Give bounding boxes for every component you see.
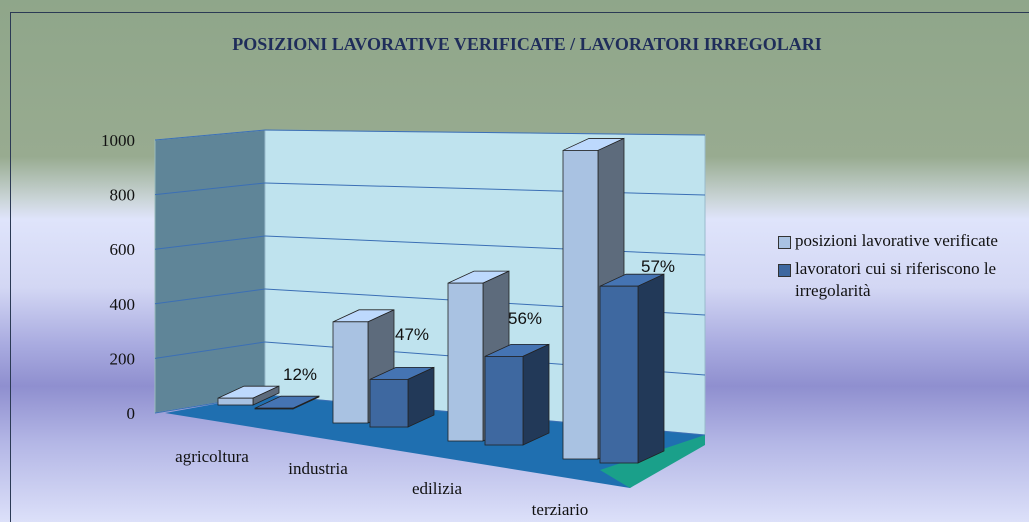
legend-label: lavoratori cui si riferiscono le irregol… [795, 259, 997, 300]
bar [484, 356, 524, 446]
grid-line [154, 341, 266, 359]
bar [562, 150, 599, 460]
chart-title: POSIZIONI LAVORATIVE VERIFICATE / LAVORA… [232, 34, 822, 54]
bar [599, 285, 639, 464]
x-tick-label: industria [288, 459, 348, 478]
grid-line [264, 182, 706, 196]
bar [254, 407, 294, 410]
grid-line [154, 129, 266, 141]
side-wall [154, 129, 266, 414]
floor [165, 395, 705, 488]
bar [332, 321, 369, 424]
legend-item: posizioni lavorative verificate [778, 230, 1029, 252]
grid-line [154, 182, 266, 196]
floor-edge [600, 435, 705, 488]
grid-line [264, 129, 706, 136]
bar [217, 397, 254, 406]
legend: posizioni lavorative verificate lavorator… [778, 230, 1029, 308]
annotation: 47% [395, 325, 429, 344]
y-tick-label: 400 [110, 295, 136, 314]
y-tick-label: 200 [110, 349, 136, 368]
y-tick-label: 1000 [101, 131, 135, 150]
bar [447, 282, 484, 442]
grid-line [154, 288, 266, 305]
bar-side [522, 343, 550, 446]
legend-swatch [778, 264, 791, 277]
legend-swatch [778, 236, 791, 249]
bar [369, 378, 409, 428]
x-tick-label: terziario [532, 500, 589, 519]
grid-line [154, 235, 266, 250]
bar-side [637, 273, 665, 464]
legend-label: posizioni lavorative verificate [795, 231, 998, 250]
annotation: 57% [641, 257, 675, 276]
y-tick-label: 0 [127, 404, 136, 423]
x-tick-label: agricoltura [175, 447, 249, 466]
y-tick-label: 800 [110, 186, 136, 205]
y-tick-label: 600 [110, 240, 136, 259]
legend-item: lavoratori cui si riferiscono le irregol… [778, 258, 1029, 302]
annotation: 12% [283, 365, 317, 384]
x-tick-label: edilizia [412, 479, 462, 498]
grid-line [264, 235, 706, 256]
frame [10, 12, 1029, 522]
annotation: 56% [508, 309, 542, 328]
